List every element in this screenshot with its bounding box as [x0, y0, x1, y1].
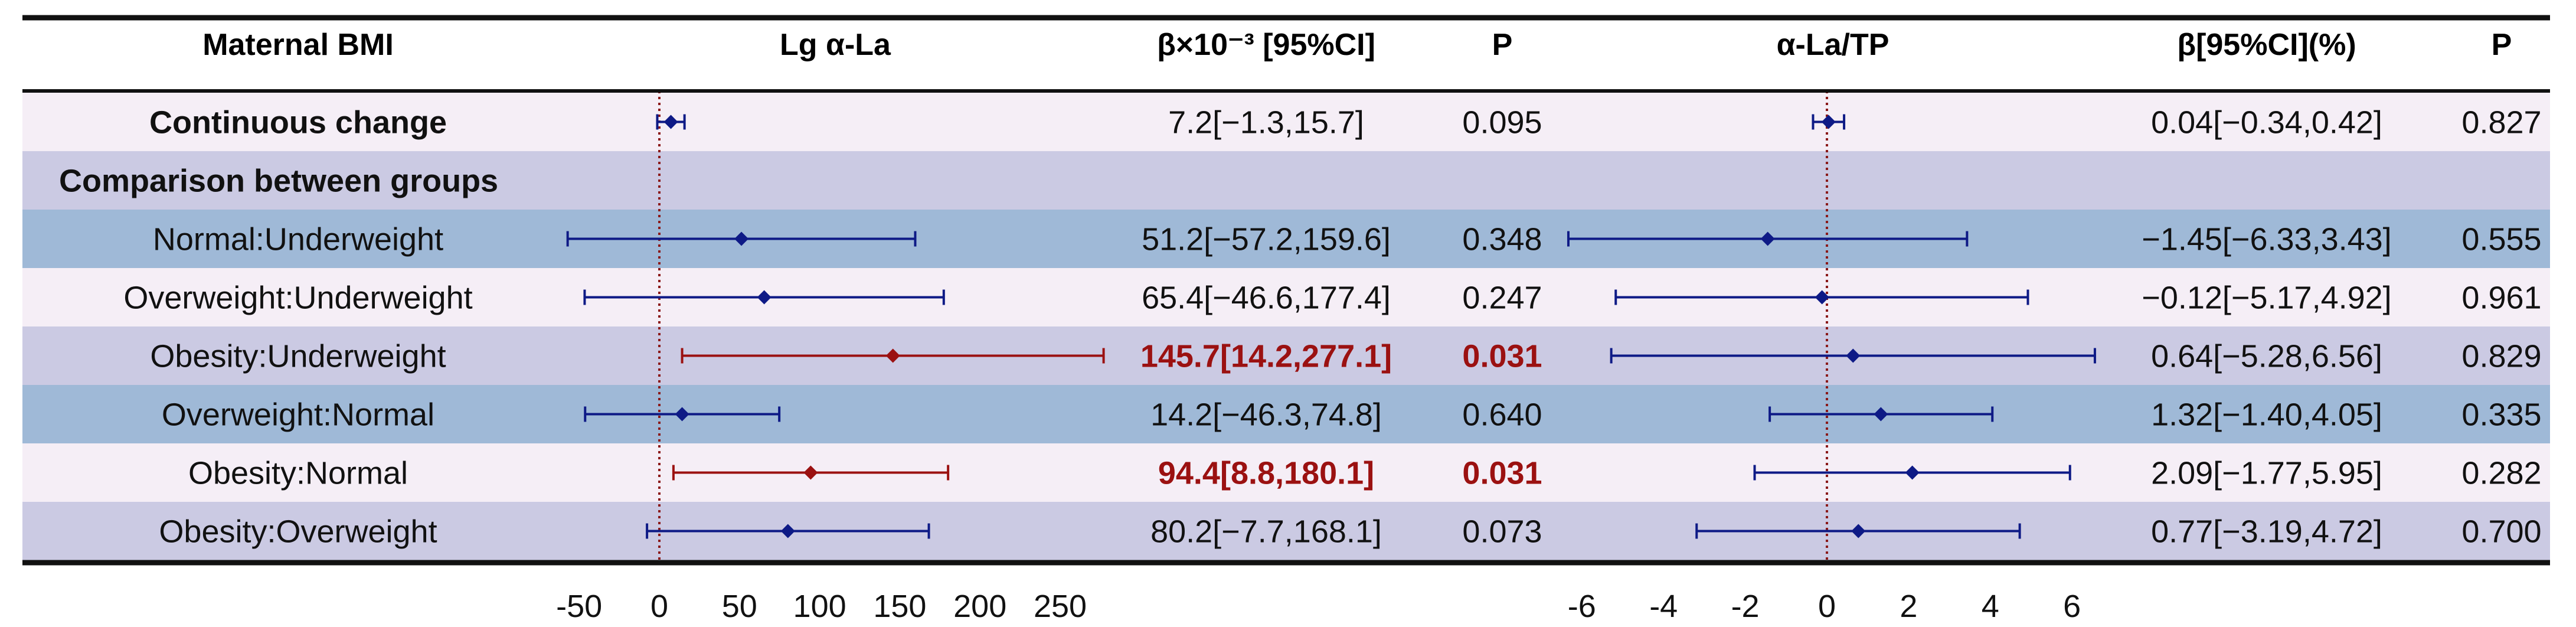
- reference-lines: [658, 91, 1828, 560]
- row-label-normal-underweight: Normal:Underweight: [153, 222, 443, 257]
- ci-text-right-obesity-underweight: 0.64[−5.28,6.56]: [2151, 339, 2382, 374]
- estimate-point-right-normal-underweight: [1760, 231, 1775, 246]
- table-rules: [22, 15, 2550, 566]
- p-value-left-obesity-overweight: 0.073: [1462, 514, 1542, 550]
- ci-text-right-overweight-normal: 1.32[−1.40,4.05]: [2151, 397, 2382, 433]
- estimate-point-left-obesity-overweight: [780, 524, 795, 538]
- ci-text-left-overweight-normal: 14.2[−46.3,74.8]: [1150, 397, 1382, 433]
- header-alpha-la-tp: α-La/TP: [1777, 28, 1889, 62]
- x-tick-left-50: 50: [722, 589, 757, 624]
- estimate-point-left-obesity-normal: [803, 465, 818, 480]
- p-value-right-overweight-normal: 0.335: [2461, 397, 2541, 433]
- estimate-point-right-obesity-overweight: [1851, 524, 1866, 538]
- p-value-left-overweight-normal: 0.640: [1462, 397, 1542, 433]
- row-band-overweight-underweight: [22, 268, 2550, 326]
- estimate-point-right-continuous-change: [1821, 115, 1836, 129]
- row-label-obesity-overweight: Obesity:Overweight: [159, 514, 437, 550]
- table-text: Continuous change Comparison between grou…: [59, 105, 2542, 550]
- estimate-point-left-obesity-underweight: [885, 348, 900, 363]
- x-tick-right-4: 4: [1982, 589, 1999, 624]
- ci-text-left-obesity-normal: 94.4[8.8,180.1]: [1158, 456, 1374, 491]
- p-value-left-obesity-underweight: 0.031: [1462, 339, 1542, 374]
- x-tick-left-250: 250: [1034, 589, 1087, 624]
- x-tick-right-6: 6: [2063, 589, 2081, 624]
- x-tick-right-minus4: -4: [1649, 589, 1678, 624]
- row-band-overweight-normal: [22, 385, 2550, 443]
- row-label-overweight-underweight: Overweight:Underweight: [123, 280, 472, 316]
- x-axes: -50 0 50 100 150 200 250 -6 -4 -2 0 2 4 6: [556, 589, 2081, 624]
- row-band-obesity-overweight: [22, 502, 2550, 560]
- p-value-left-obesity-normal: 0.031: [1462, 456, 1542, 491]
- estimate-point-left-continuous-change: [663, 115, 678, 129]
- row-label-continuous-change: Continuous change: [149, 105, 447, 141]
- estimate-point-right-overweight-underweight: [1815, 290, 1829, 305]
- estimate-point-right-obesity-normal: [1905, 465, 1920, 480]
- row-band-obesity-underweight: [22, 326, 2550, 385]
- ci-text-left-overweight-underweight: 65.4[−46.6,177.4]: [1142, 280, 1391, 316]
- row-label-obesity-underweight: Obesity:Underweight: [150, 339, 446, 374]
- row-band-comparison-between-groups: [22, 151, 2550, 210]
- ci-text-right-overweight-underweight: −0.12[−5.17,4.92]: [2142, 280, 2391, 316]
- p-value-left-continuous-change: 0.095: [1462, 105, 1542, 141]
- row-label-obesity-normal: Obesity:Normal: [188, 456, 408, 491]
- p-value-right-normal-underweight: 0.555: [2461, 222, 2541, 257]
- x-tick-right-2: 2: [1900, 589, 1917, 624]
- ci-text-right-normal-underweight: −1.45[−6.33,3.43]: [2142, 222, 2391, 257]
- confidence-interval-marks: [566, 114, 2096, 539]
- x-tick-right-minus6: -6: [1568, 589, 1596, 624]
- header-lg-alpha-la: Lg α-La: [780, 28, 891, 62]
- ci-text-left-obesity-overweight: 80.2[−7.7,168.1]: [1150, 514, 1382, 550]
- p-value-right-obesity-underweight: 0.829: [2461, 339, 2541, 374]
- ci-text-left-obesity-underweight: 145.7[14.2,277.1]: [1140, 339, 1392, 374]
- x-tick-left-200: 200: [953, 589, 1006, 624]
- header-left-ci: β×10⁻³ [95%CI]: [1157, 28, 1375, 62]
- ci-text-right-obesity-overweight: 0.77[−3.19,4.72]: [2151, 514, 2382, 550]
- x-tick-left-150: 150: [873, 589, 926, 624]
- header-maternal-bmi: Maternal BMI: [202, 28, 394, 62]
- row-label-overweight-normal: Overweight:Normal: [162, 397, 434, 433]
- p-value-right-continuous-change: 0.827: [2461, 105, 2541, 141]
- header-left-p: P: [1492, 28, 1513, 62]
- p-value-right-obesity-normal: 0.282: [2461, 456, 2541, 491]
- p-value-right-obesity-overweight: 0.700: [2461, 514, 2541, 550]
- row-bands: [22, 93, 2550, 560]
- estimate-point-right-obesity-underweight: [1846, 348, 1861, 363]
- ci-text-left-normal-underweight: 51.2[−57.2,159.6]: [1142, 222, 1391, 257]
- header-right-p: P: [2492, 28, 2512, 62]
- x-tick-right-0: 0: [1818, 589, 1836, 624]
- estimate-point-left-overweight-underweight: [757, 290, 772, 305]
- x-tick-left-0: 0: [650, 589, 668, 624]
- ci-text-right-obesity-normal: 2.09[−1.77,5.95]: [2151, 456, 2382, 491]
- header-right-ci: β[95%CI](%): [2177, 28, 2356, 62]
- p-value-left-overweight-underweight: 0.247: [1462, 280, 1542, 316]
- estimate-point-left-normal-underweight: [734, 231, 749, 246]
- estimate-point-right-overweight-normal: [1874, 407, 1888, 422]
- row-band-obesity-normal: [22, 443, 2550, 502]
- estimate-point-left-overweight-normal: [675, 407, 689, 422]
- ci-text-left-continuous-change: 7.2[−1.3,15.7]: [1168, 105, 1364, 141]
- x-tick-right-minus2: -2: [1731, 589, 1760, 624]
- x-tick-left-100: 100: [793, 589, 846, 624]
- row-band-normal-underweight: [22, 210, 2550, 268]
- row-band-continuous-change: [22, 93, 2550, 151]
- p-value-left-normal-underweight: 0.348: [1462, 222, 1542, 257]
- ci-text-right-continuous-change: 0.04[−0.34,0.42]: [2151, 105, 2382, 141]
- x-tick-left-minus50: -50: [556, 589, 602, 624]
- header-row: Maternal BMI Lg α-La β×10⁻³ [95%CI] P α-…: [202, 28, 2512, 62]
- section-label-comparison-between-groups: Comparison between groups: [59, 164, 498, 199]
- p-value-right-overweight-underweight: 0.961: [2461, 280, 2541, 316]
